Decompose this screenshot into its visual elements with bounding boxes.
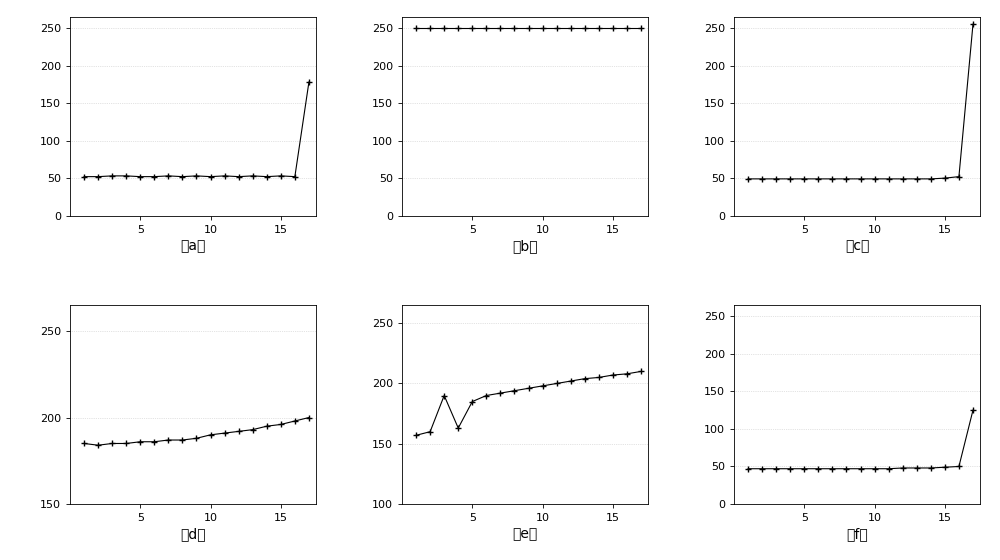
X-axis label: （c）: （c） <box>845 239 869 253</box>
X-axis label: （f）: （f） <box>846 527 868 541</box>
X-axis label: （d）: （d） <box>180 527 206 541</box>
X-axis label: （a）: （a） <box>180 239 206 253</box>
X-axis label: （e）: （e） <box>512 527 538 541</box>
X-axis label: （b）: （b） <box>512 239 538 253</box>
